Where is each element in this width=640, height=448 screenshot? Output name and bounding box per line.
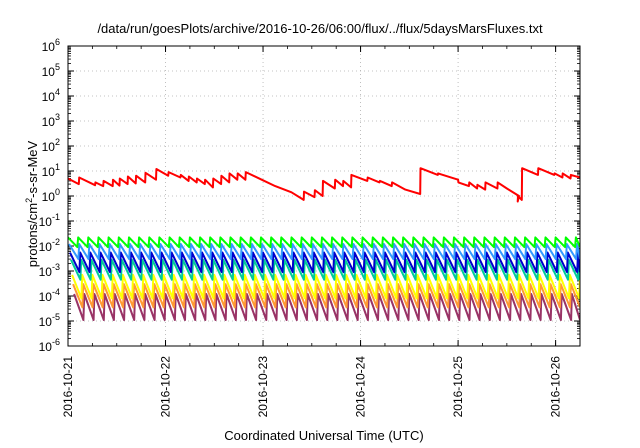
y-tick-label: 102 <box>42 137 60 154</box>
y-tick-label: 10-1 <box>39 212 60 229</box>
x-tick-label: 2016-10-21 <box>61 356 75 418</box>
series-line <box>68 243 580 261</box>
series-line <box>71 273 580 300</box>
x-tick-label: 2016-10-26 <box>549 356 563 418</box>
x-tick-label: 2016-10-22 <box>159 356 173 418</box>
series-line <box>72 283 580 309</box>
x-tick-label: 2016-10-24 <box>354 356 368 418</box>
y-tick-label: 100 <box>42 187 60 204</box>
y-tick-label: 10-4 <box>39 287 60 304</box>
y-tick-label: 10-3 <box>39 262 60 279</box>
x-tick-label: 2016-10-25 <box>451 356 465 418</box>
series-line <box>73 293 580 321</box>
y-axis-label: protons/cm2-s-sr-MeV <box>23 140 41 268</box>
series-line <box>70 258 580 281</box>
y-tick-label: 10-6 <box>39 337 60 354</box>
y-tick-label: 103 <box>42 112 60 129</box>
series-line <box>68 167 580 203</box>
y-tick-label: 101 <box>42 162 60 179</box>
x-axis-label: Coordinated Universal Time (UTC) <box>224 428 424 443</box>
plot-frame <box>67 45 581 347</box>
series-line <box>68 236 580 249</box>
series-line <box>69 251 580 274</box>
y-tick-label: 105 <box>42 62 60 79</box>
chart-title: /data/run/goesPlots/archive/2016-10-26/0… <box>97 21 543 36</box>
y-tick-label: 10-2 <box>39 237 60 254</box>
y-tick-label: 104 <box>42 87 60 104</box>
x-tick-label: 2016-10-23 <box>256 356 270 418</box>
y-tick-label: 106 <box>42 37 60 54</box>
y-tick-label: 10-5 <box>39 312 60 329</box>
